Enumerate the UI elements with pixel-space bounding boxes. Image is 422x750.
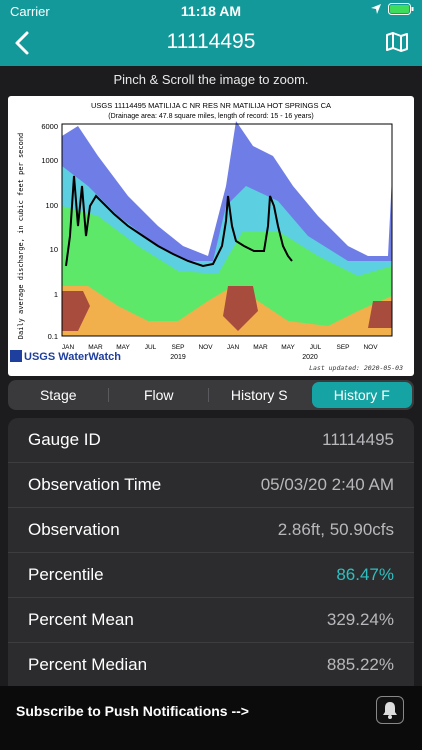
x-tick-label: NOV <box>198 344 213 351</box>
table-row: Gauge ID 11114495 <box>8 418 414 463</box>
tab-history-f[interactable]: History F <box>311 382 412 408</box>
battery-icon <box>388 3 414 15</box>
band-min <box>62 286 392 331</box>
back-chevron-icon[interactable] <box>10 30 36 56</box>
x-tick-label: SEP <box>171 344 184 351</box>
x-tick-label: MAY <box>116 344 130 351</box>
chart-subtitle: (Drainage area: 47.8 square miles, lengt… <box>108 113 313 120</box>
row-value: 11114495 <box>322 430 394 449</box>
table-row: Percent Median 885.22% <box>8 643 414 686</box>
carrier-label: Carrier <box>10 4 50 19</box>
page-title: 11114495 <box>166 30 256 53</box>
tab-history-s-label: History S <box>230 387 288 403</box>
tab-stage[interactable]: Stage <box>8 380 109 410</box>
band-75 <box>62 206 392 336</box>
tab-stage-label: Stage <box>39 387 77 403</box>
x-tick-label: SEP <box>336 344 349 351</box>
y-tick-label: 100 <box>45 201 58 210</box>
status-bar: Carrier 11:18 AM <box>0 0 422 24</box>
y-tick-label: 0.1 <box>48 332 58 341</box>
chart-title: USGS 11114495 MATILIJA C NR RES NR MATIL… <box>91 101 331 110</box>
tab-history-f-label: History F <box>333 387 390 403</box>
bell-icon <box>383 702 397 719</box>
y-tick-label: 6000 <box>41 122 58 131</box>
x-tick-label: JUL <box>310 344 322 351</box>
chart-ylabel: Daily average discharge, in cubic feet p… <box>17 133 25 340</box>
y-tick-label: 1000 <box>41 156 58 165</box>
x-tick-label: NOV <box>363 344 378 351</box>
row-key: Percent Median <box>28 655 148 674</box>
tab-history-s[interactable]: History S <box>209 380 310 410</box>
row-value: 329.24% <box>326 610 394 629</box>
discharge-chart: USGS 11114495 MATILIJA C NR RES NR MATIL… <box>10 101 403 372</box>
table-row: Percentile 86.47% <box>8 553 414 598</box>
tab-flow[interactable]: Flow <box>109 380 209 410</box>
observed-flow-line <box>65 175 293 268</box>
gauge-details-table: Gauge ID 11114495 Observation Time 05/03/2… <box>8 418 414 686</box>
usgs-logo-text: USGS WaterWatch <box>24 351 121 363</box>
plot-area <box>61 121 393 337</box>
year-label-2: 2020 <box>302 354 318 361</box>
row-value: 2.86ft, 50.90cfs <box>277 520 394 539</box>
x-tick-label: JAN <box>227 344 240 351</box>
last-updated: Last updated: 2020-05-03 <box>309 364 403 372</box>
row-key: Gauge ID <box>28 430 101 449</box>
subscribe-label[interactable]: Subscribe to Push Notifications --> <box>16 703 249 719</box>
plot-frame <box>61 123 393 337</box>
row-key: Observation Time <box>28 475 162 494</box>
location-icon <box>371 4 381 14</box>
table-row: Percent Mean 329.24% <box>8 598 414 643</box>
status-time: 11:18 AM <box>180 3 242 19</box>
map-icon[interactable] <box>386 32 408 52</box>
row-key: Observation <box>28 520 120 539</box>
row-key: Percentile <box>28 565 104 584</box>
discharge-chart-image[interactable]: USGS 11114495 MATILIJA C NR RES NR MATIL… <box>8 96 414 376</box>
usgs-logo-icon <box>10 350 22 362</box>
status-icons <box>370 3 414 15</box>
x-tick-label: JUL <box>145 344 157 351</box>
view-segmented-control: Stage Flow History S History F <box>8 380 414 410</box>
row-value: 05/03/20 2:40 AM <box>260 475 394 494</box>
y-tick-label: 1 <box>54 290 58 299</box>
x-tick-label: MAR <box>88 344 103 351</box>
year-label-1: 2019 <box>170 354 186 361</box>
row-value: 885.22% <box>326 655 394 674</box>
subscribe-bar: Subscribe to Push Notifications --> <box>0 686 422 750</box>
zoom-hint: Pinch & Scroll the image to zoom. <box>113 72 309 87</box>
notification-bell-button[interactable] <box>376 696 404 724</box>
row-key: Percent Mean <box>28 610 134 629</box>
y-tick-label: 10 <box>50 245 58 254</box>
row-value: 86.47% <box>336 565 394 584</box>
x-tick-label: MAR <box>253 344 268 351</box>
navigation-bar: Carrier 11:18 AM 11114495 <box>0 0 422 66</box>
table-row: Observation Time 05/03/20 2:40 AM <box>8 463 414 508</box>
x-tick-label: MAY <box>281 344 295 351</box>
table-row: Observation 2.86ft, 50.90cfs <box>8 508 414 553</box>
x-tick-label: JAN <box>62 344 75 351</box>
tab-flow-label: Flow <box>143 387 174 403</box>
